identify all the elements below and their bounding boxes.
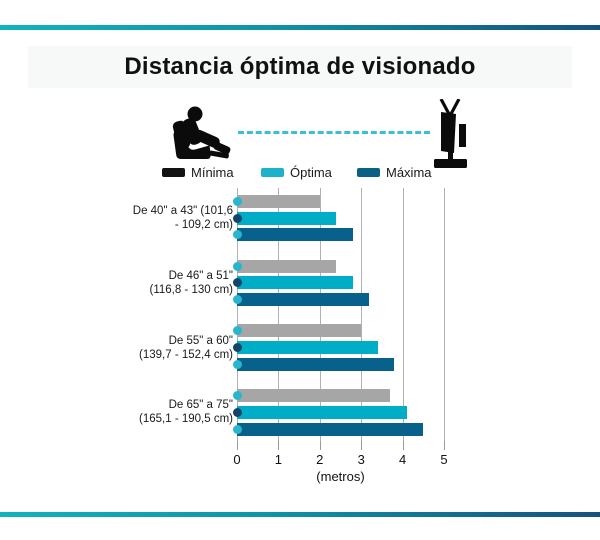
gridline-1: [278, 188, 280, 441]
gridline-5: [444, 188, 445, 441]
bar-óptima-group1: [237, 211, 337, 225]
bottom-accent-gradient-bar: [0, 512, 600, 517]
axis-tick-0: [237, 441, 238, 450]
axis-tick-label-4: 4: [398, 452, 407, 467]
legend-item-optima: Óptima: [261, 164, 332, 180]
top-accent-gradient-bar: [0, 25, 600, 30]
axis-tick-label-0: 0: [233, 452, 241, 467]
axis-dot: [232, 391, 242, 401]
axis-tick-label-5: 5: [440, 452, 448, 467]
bar-mínima-group2: [237, 259, 337, 273]
axis-dot: [232, 261, 242, 271]
chart-legend: Mínima Óptima Máxima: [0, 164, 600, 180]
category-label-group1: De 40" a 43" (101,6- 109,2 cm): [132, 205, 233, 232]
legend-label-minima: Mínima: [191, 164, 234, 180]
title-band: Distancia óptima de visionado: [28, 46, 572, 88]
category-label-group3: De 55" a 60" (139,7 - 152,4 cm): [139, 334, 233, 361]
axis-dot: [232, 197, 242, 206]
legend-swatch-minima: [162, 167, 185, 177]
axis-tick-4: [402, 441, 404, 450]
bar-chart-plot-area: 0 1 2 3 4 5: [232, 188, 448, 488]
category-label-group2: De 46" a 51" (116,8 - 130 cm): [149, 269, 233, 296]
gridline-3: [361, 188, 363, 441]
legend-item-minima: Mínima: [162, 164, 234, 180]
axis-dot: [232, 213, 242, 223]
bar-óptima-group3: [237, 341, 378, 355]
bar-mínima-group1: [237, 195, 320, 208]
axis-tick-label-2: 2: [316, 452, 324, 467]
axis-tick-5: [444, 441, 445, 450]
axis-dot: [232, 278, 242, 288]
axis-dot: [232, 424, 242, 434]
axis-tick-3: [361, 441, 363, 450]
bar-máxima-group2: [237, 293, 370, 307]
axis-dot: [232, 326, 242, 336]
legend-swatch-maxima: [357, 167, 380, 177]
viewing-distance-dashed-line: [238, 131, 430, 134]
legend-swatch-optima: [261, 167, 284, 177]
page-title: Distancia óptima de visionado: [124, 53, 476, 80]
bar-óptima-group4: [237, 405, 407, 419]
legend-label-maxima: Máxima: [386, 164, 432, 180]
legend-label-optima: Óptima: [290, 164, 332, 180]
gridline-2: [319, 188, 321, 441]
gridline-4: [402, 188, 404, 441]
bar-mínima-group4: [237, 389, 391, 403]
viewer-recliner-icon: [172, 106, 231, 159]
bar-máxima-group3: [237, 357, 395, 371]
tv-side-view-icon: [434, 99, 467, 168]
category-label-group4: De 65" a 75" (165,1 - 190,5 cm): [139, 399, 233, 426]
axis-dot: [232, 343, 242, 353]
bar-óptima-group2: [237, 276, 353, 290]
bar-mínima-group3: [237, 324, 362, 338]
axis-tick-1: [278, 441, 280, 450]
axis-tick-label-1: 1: [274, 452, 282, 467]
bar-máxima-group4: [237, 422, 424, 436]
axis-dot: [232, 359, 242, 369]
gridline-0: [237, 188, 238, 441]
bar-máxima-group1: [237, 228, 353, 242]
axis-tick-label-3: 3: [357, 452, 365, 467]
axis-dot: [232, 407, 242, 417]
axis-dot: [232, 230, 242, 240]
legend-item-maxima: Máxima: [357, 164, 432, 180]
axis-tick-2: [319, 441, 321, 450]
x-axis-label: (metros): [316, 469, 365, 484]
axis-dot: [232, 295, 242, 305]
